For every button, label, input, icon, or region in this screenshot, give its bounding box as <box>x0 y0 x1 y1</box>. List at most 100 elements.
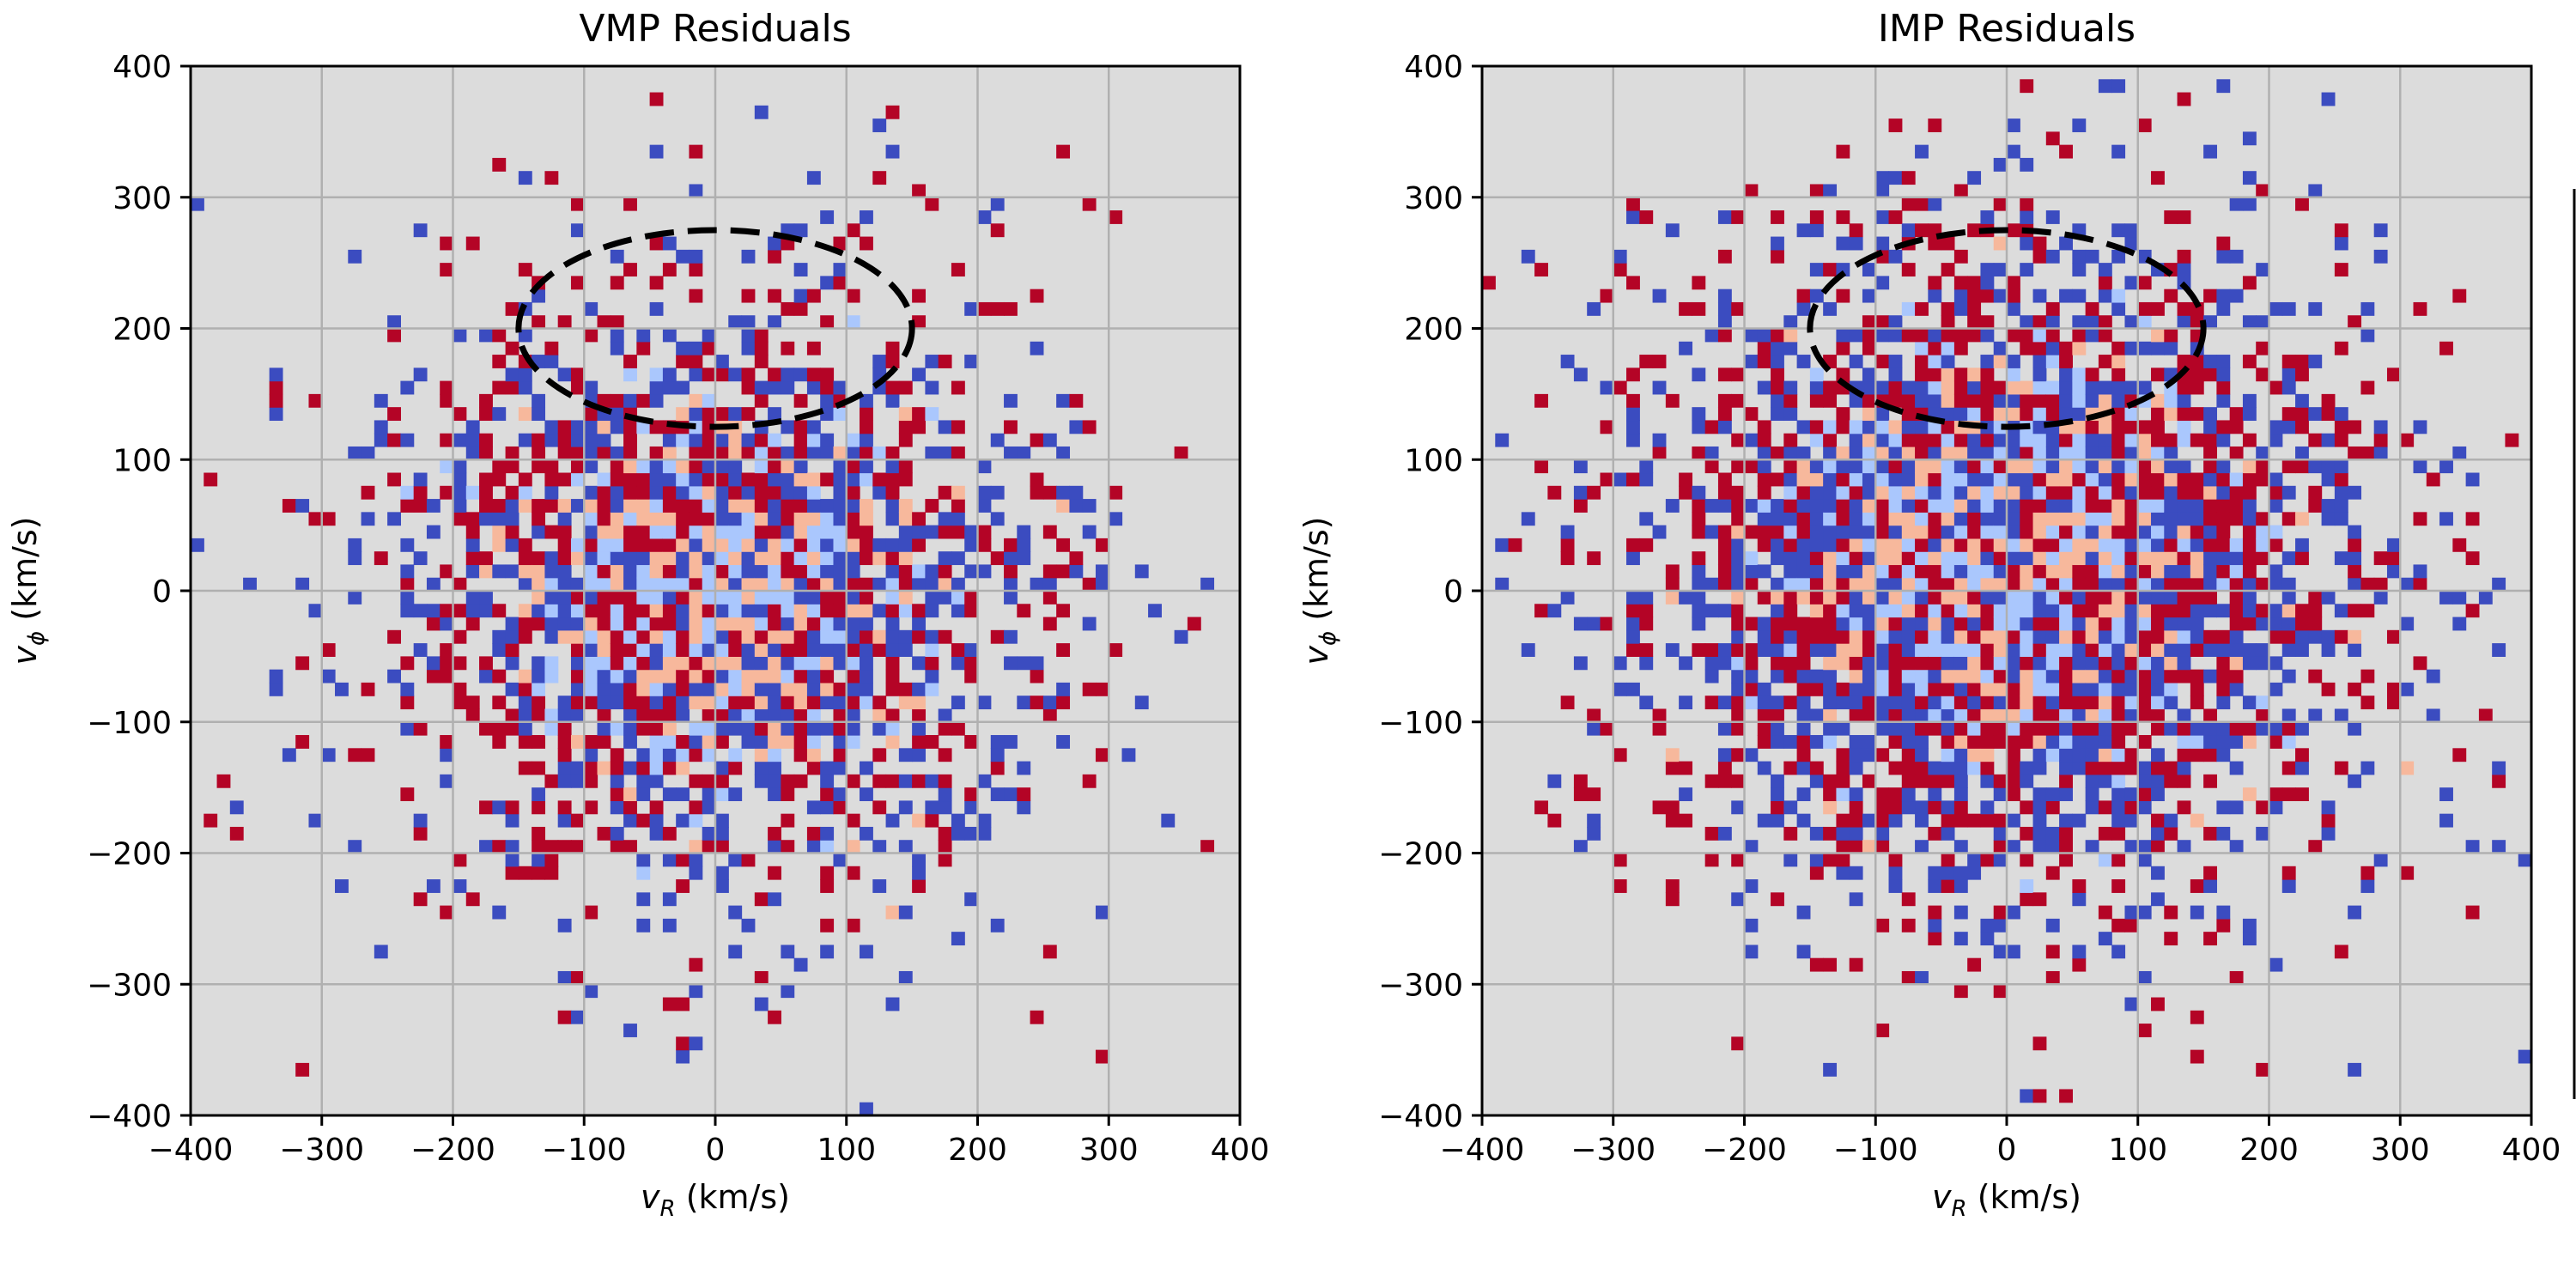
heatmap-cell <box>1980 721 1995 736</box>
heatmap-cell <box>1823 499 1838 513</box>
heatmap-cell <box>806 735 821 749</box>
heatmap-cell <box>2203 826 2218 841</box>
heatmap-cell <box>2007 512 2020 526</box>
heatmap-cell <box>1639 355 1654 368</box>
heatmap-cell <box>2124 341 2139 355</box>
heatmap-cell <box>2111 682 2126 696</box>
heatmap-cell <box>1888 643 1903 657</box>
heatmap-cell <box>532 787 546 802</box>
heatmap-cell <box>1901 538 1916 552</box>
heatmap-cell <box>584 420 598 434</box>
heatmap-cell <box>1082 499 1097 513</box>
heatmap-cell <box>925 407 939 422</box>
heatmap-cell <box>2256 512 2270 526</box>
heatmap-cell <box>885 459 900 474</box>
heatmap-cell <box>2045 131 2060 146</box>
heatmap-cell <box>676 656 690 671</box>
heatmap-cell <box>532 735 546 749</box>
heatmap-cell <box>1030 433 1044 447</box>
heatmap-cell <box>820 787 835 802</box>
heatmap-cell <box>1639 472 1654 487</box>
heatmap-cell <box>793 564 808 579</box>
heatmap-cell <box>1757 564 1771 579</box>
heatmap-cell <box>2269 538 2283 552</box>
heatmap-cell <box>2452 446 2467 460</box>
heatmap-cell <box>1783 525 1798 539</box>
heatmap-cell <box>1875 629 1890 644</box>
heatmap-cell <box>689 459 703 474</box>
heatmap-cell <box>518 735 532 749</box>
heatmap-cell <box>2348 538 2362 552</box>
heatmap-cell <box>1717 551 1732 566</box>
heatmap-cell <box>846 564 860 579</box>
heatmap-cell <box>1875 708 1890 723</box>
heatmap-cell <box>2007 301 2020 316</box>
heatmap-cell <box>532 446 546 460</box>
heatmap-cell <box>2072 879 2087 893</box>
heatmap-cell <box>1993 656 2008 671</box>
heatmap-cell <box>1809 682 1824 696</box>
heatmap-cell <box>2400 866 2415 880</box>
heatmap-cell <box>2321 433 2336 447</box>
heatmap-cell <box>2137 538 2152 552</box>
heatmap-cell <box>2007 144 2020 159</box>
heatmap-cell <box>374 393 388 408</box>
heatmap-cell <box>662 696 677 710</box>
heatmap-cell <box>1901 328 1916 343</box>
heatmap-cell <box>1953 813 1968 828</box>
heatmap-cell <box>1744 407 1759 422</box>
heatmap-cell <box>1796 459 1811 474</box>
heatmap-cell <box>1809 368 1824 382</box>
heatmap-cell <box>2137 591 2152 605</box>
heatmap-cell <box>2177 591 2191 605</box>
heatmap-cell <box>1783 393 1798 408</box>
heatmap-cell <box>649 826 664 841</box>
heatmap-cell <box>2216 656 2231 671</box>
heatmap-cell <box>833 787 848 802</box>
heatmap-cell <box>806 485 821 500</box>
heatmap-cell <box>833 577 848 592</box>
heatmap-cell <box>754 538 769 552</box>
heatmap-cell <box>1482 276 1496 290</box>
heatmap-cell <box>1744 656 1759 671</box>
heatmap-cell <box>453 459 467 474</box>
heatmap-cell <box>1836 577 1850 592</box>
heatmap-cell <box>610 328 624 343</box>
heatmap-cell <box>2190 472 2204 487</box>
heatmap-cell <box>1928 669 1942 683</box>
heatmap-cell <box>1783 341 1798 355</box>
heatmap-cell <box>872 721 887 736</box>
heatmap-cell <box>269 393 283 408</box>
heatmap-cell <box>1928 564 1942 579</box>
heatmap-cell <box>1757 682 1771 696</box>
heatmap-cell <box>1823 682 1838 696</box>
heatmap-cell <box>1823 525 1838 539</box>
heatmap-cell <box>479 800 493 815</box>
heatmap-cell <box>781 380 795 395</box>
heatmap-cell <box>2216 577 2231 592</box>
heatmap-cell <box>269 380 283 395</box>
heatmap-cell <box>1069 420 1084 434</box>
heatmap-cell <box>1915 368 1929 382</box>
heatmap-cell <box>636 866 651 880</box>
heatmap-cell <box>2281 420 2296 434</box>
heatmap-cell <box>2085 708 2099 723</box>
heatmap-cell <box>1692 604 1706 618</box>
heatmap-cell <box>1731 525 1746 539</box>
heatmap-cell <box>1953 591 1968 605</box>
heatmap-cell <box>2124 708 2139 723</box>
heatmap-cell <box>2269 957 2283 972</box>
heatmap-cell <box>741 380 756 395</box>
heatmap-cell <box>649 813 664 828</box>
heatmap-cell <box>492 407 507 422</box>
heatmap-cell <box>715 879 729 893</box>
heatmap-cell <box>793 617 808 631</box>
heatmap-cell <box>676 669 690 683</box>
heatmap-cell <box>2085 446 2099 460</box>
heatmap-cell <box>1928 289 1942 303</box>
heatmap-cell <box>2020 157 2034 172</box>
heatmap-cell <box>2281 643 2296 657</box>
heatmap-cell <box>1993 341 2008 355</box>
heatmap-cell <box>1771 813 1784 828</box>
heatmap-cell <box>1953 905 1968 920</box>
